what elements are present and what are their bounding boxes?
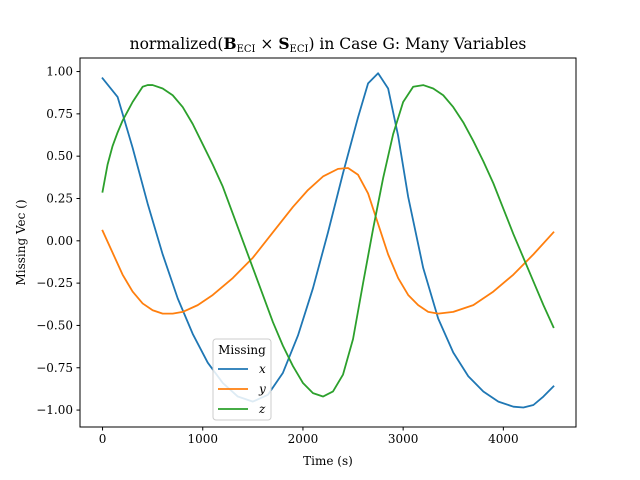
x-tick-label: 1000 — [187, 432, 218, 446]
x-axis: 0 1000 2000 3000 4000 — [99, 427, 519, 446]
x-tick-label: 4000 — [488, 432, 519, 446]
legend-title: Missing — [218, 343, 266, 357]
y-tick-label: 0.00 — [46, 234, 73, 248]
title-operator: × — [256, 35, 279, 53]
series-line-z — [101, 84, 555, 398]
title-b-symbol: B — [223, 34, 236, 53]
title-s-symbol: S — [278, 34, 289, 53]
y-tick-label: 0.75 — [46, 107, 73, 121]
y-tick-label: −0.25 — [36, 276, 73, 290]
title-b-subscript: ECI — [237, 44, 256, 55]
x-tick-label: 2000 — [288, 432, 319, 446]
chart-title: normalized(BECI × SECI) in Case G: Many … — [130, 34, 527, 55]
y-tick-label: −0.75 — [36, 361, 73, 375]
y-tick-label: 1.00 — [46, 65, 73, 79]
title-suffix: ) in Case G: Many Variables — [308, 35, 526, 53]
legend-entries: xyz — [218, 362, 266, 416]
x-axis-label: Time (s) — [303, 454, 353, 468]
legend-label-z: z — [258, 402, 266, 416]
axes-frame — [79, 57, 577, 428]
title-s-subscript: ECI — [290, 44, 309, 55]
series-group — [101, 72, 555, 409]
y-tick-label: 0.25 — [46, 191, 73, 205]
series-line-y — [101, 167, 555, 315]
y-tick-label: −0.50 — [36, 318, 73, 332]
legend-label-x: x — [259, 362, 266, 376]
legend-box — [212, 338, 272, 421]
y-axis-label: Missing Vec () — [14, 199, 28, 285]
y-tick-label: 0.50 — [46, 149, 73, 163]
x-tick-label: 3000 — [388, 432, 419, 446]
x-tick-label: 0 — [99, 432, 107, 446]
y-tick-label: −1.00 — [36, 403, 73, 417]
title-prefix: normalized( — [130, 35, 224, 53]
series-line-x — [101, 72, 555, 409]
y-axis: −1.00 −0.75 −0.50 −0.25 0.00 0.25 0.50 0.75 1.00 — [36, 65, 80, 417]
legend-label-y: y — [258, 382, 266, 396]
legend: Missing xyz — [212, 338, 272, 421]
